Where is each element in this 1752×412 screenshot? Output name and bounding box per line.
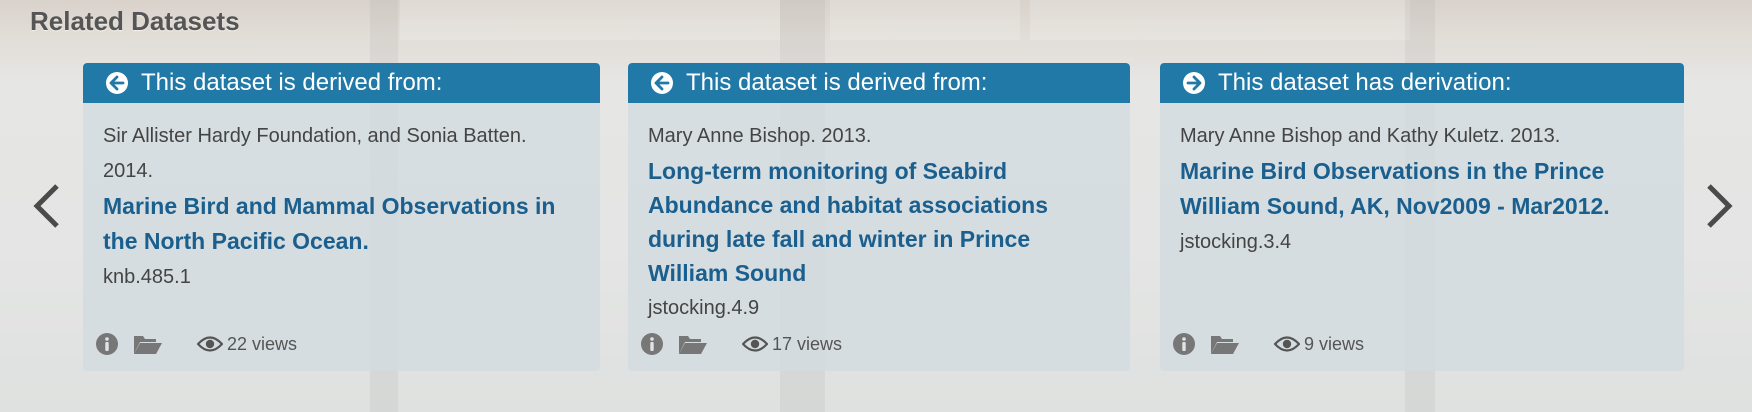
card-header: This dataset is derived from: [628, 63, 1130, 103]
arrow-circle-left-icon [106, 72, 128, 94]
folder-open-icon[interactable] [133, 332, 163, 356]
info-icon[interactable] [1172, 332, 1196, 356]
arrow-circle-right-icon [1183, 72, 1205, 94]
dataset-title-link[interactable]: Marine Bird and Mammal Observations in t… [103, 193, 556, 254]
card-header: This dataset has derivation: [1160, 63, 1684, 103]
background-window [830, 0, 1020, 40]
info-icon[interactable] [95, 332, 119, 356]
card-header-label: This dataset has derivation: [1218, 69, 1512, 96]
eye-icon [742, 336, 768, 352]
view-count: 22 views [197, 334, 297, 355]
dataset-title-link[interactable]: Long-term monitoring of Seabird Abundanc… [648, 158, 1049, 286]
card-header-label: This dataset is derived from: [141, 69, 443, 96]
card-header-label: This dataset is derived from: [686, 69, 988, 96]
chevron-right-icon [1707, 184, 1733, 228]
arrow-circle-left-icon [651, 72, 673, 94]
dataset-id: jstocking.3.4 [1180, 231, 1292, 253]
citation-authors: Mary Anne Bishop. 2013. [648, 125, 872, 147]
chevron-left-icon [33, 184, 59, 228]
card-header: This dataset is derived from: [83, 63, 600, 103]
dataset-id: jstocking.4.9 [648, 297, 760, 319]
view-count-label: 22 views [227, 333, 298, 354]
carousel-next-button[interactable] [1700, 176, 1740, 236]
citation-authors: Mary Anne Bishop and Kathy Kuletz. 2013. [1180, 125, 1561, 147]
section-title: Related Datasets [30, 6, 240, 36]
dataset-card: This dataset is derived from: Mary Anne … [628, 63, 1130, 371]
background-window [1030, 0, 1410, 40]
view-count-label: 9 views [1304, 333, 1365, 354]
dataset-title-link[interactable]: Marine Bird Observations in the Prince W… [1180, 158, 1610, 219]
carousel-prev-button[interactable] [26, 176, 66, 236]
eye-icon [1274, 336, 1300, 352]
view-count-label: 17 views [772, 333, 843, 354]
dataset-card: This dataset is derived from: Sir Allist… [83, 63, 600, 371]
citation-authors: Sir Allister Hardy Foundation, and Sonia… [103, 125, 527, 182]
view-count: 17 views [742, 334, 842, 355]
folder-open-icon[interactable] [1210, 332, 1240, 356]
background-window [400, 0, 780, 40]
view-count: 9 views [1274, 334, 1364, 355]
eye-icon [197, 336, 223, 352]
info-icon[interactable] [640, 332, 664, 356]
dataset-id: knb.485.1 [103, 266, 191, 288]
folder-open-icon[interactable] [678, 332, 708, 356]
dataset-card: This dataset has derivation: Mary Anne B… [1160, 63, 1684, 371]
